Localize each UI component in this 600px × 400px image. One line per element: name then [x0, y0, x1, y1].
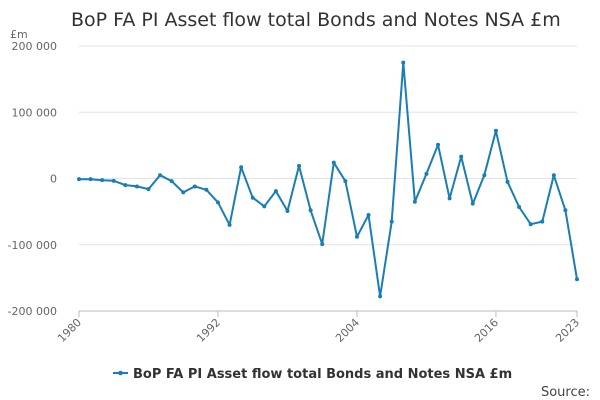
y-tick-label: 100 000: [12, 106, 58, 119]
data-point[interactable]: [123, 183, 128, 188]
series-line: [79, 61, 578, 298]
data-point[interactable]: [528, 222, 533, 227]
y-axis-ticks: 200 000 100 000 0 -100 000 -200 000: [8, 40, 57, 318]
data-point[interactable]: [134, 184, 139, 189]
data-point[interactable]: [354, 234, 359, 239]
series-group: [77, 60, 579, 299]
data-point[interactable]: [100, 178, 105, 183]
data-point[interactable]: [378, 294, 383, 299]
y-tick-label: 200 000: [12, 40, 58, 53]
legend-marker: [118, 370, 123, 376]
data-point[interactable]: [77, 177, 81, 182]
data-point[interactable]: [470, 201, 475, 206]
data-point[interactable]: [146, 187, 151, 192]
gridlines: [79, 45, 577, 312]
data-point[interactable]: [401, 60, 406, 65]
data-point[interactable]: [262, 204, 267, 209]
data-point[interactable]: [111, 178, 116, 183]
data-point[interactable]: [204, 187, 209, 192]
data-point[interactable]: [424, 171, 429, 176]
data-point[interactable]: [517, 204, 522, 209]
y-tick-label: -200 000: [8, 305, 57, 318]
data-point[interactable]: [389, 219, 394, 224]
data-point[interactable]: [505, 179, 510, 184]
y-tick-label: 0: [50, 173, 57, 186]
data-point[interactable]: [447, 196, 452, 201]
data-point[interactable]: [493, 128, 498, 133]
y-tick-label: -100 000: [8, 239, 57, 252]
data-point[interactable]: [436, 142, 441, 147]
data-point[interactable]: [297, 163, 302, 168]
x-tick-label: 2023: [553, 316, 582, 345]
data-point[interactable]: [459, 154, 464, 159]
x-tick-label: 2004: [333, 316, 362, 345]
data-point[interactable]: [540, 219, 545, 224]
x-tick-label: 1992: [194, 316, 223, 345]
data-point[interactable]: [563, 208, 568, 213]
x-tick-label: 2016: [472, 316, 501, 345]
data-point[interactable]: [551, 173, 556, 178]
data-point[interactable]: [215, 200, 220, 205]
data-point[interactable]: [412, 199, 417, 204]
data-point[interactable]: [366, 212, 371, 217]
data-point[interactable]: [239, 165, 244, 170]
legend[interactable]: BoP FA PI Asset flow total Bonds and Not…: [113, 367, 512, 382]
legend-label: BoP FA PI Asset flow total Bonds and Not…: [133, 367, 512, 382]
data-point[interactable]: [169, 179, 174, 184]
data-point[interactable]: [331, 160, 336, 165]
source-label: Source:: [541, 385, 590, 400]
data-point[interactable]: [285, 208, 290, 213]
data-point[interactable]: [320, 242, 325, 247]
data-point[interactable]: [273, 189, 278, 194]
data-point[interactable]: [192, 184, 197, 189]
chart-title: BoP FA PI Asset flow total Bonds and Not…: [71, 9, 561, 31]
data-point[interactable]: [181, 190, 186, 195]
x-axis: 1980 1992 2004 2016 2023: [55, 310, 582, 345]
x-tick-label: 1980: [55, 316, 84, 345]
data-point[interactable]: [482, 173, 487, 178]
data-point[interactable]: [227, 222, 232, 227]
y-axis-unit: £m: [10, 28, 28, 41]
data-point[interactable]: [575, 277, 579, 282]
data-point[interactable]: [343, 179, 348, 184]
data-point[interactable]: [88, 177, 93, 182]
data-point[interactable]: [308, 208, 313, 213]
data-point[interactable]: [158, 173, 163, 178]
data-point[interactable]: [250, 195, 255, 200]
